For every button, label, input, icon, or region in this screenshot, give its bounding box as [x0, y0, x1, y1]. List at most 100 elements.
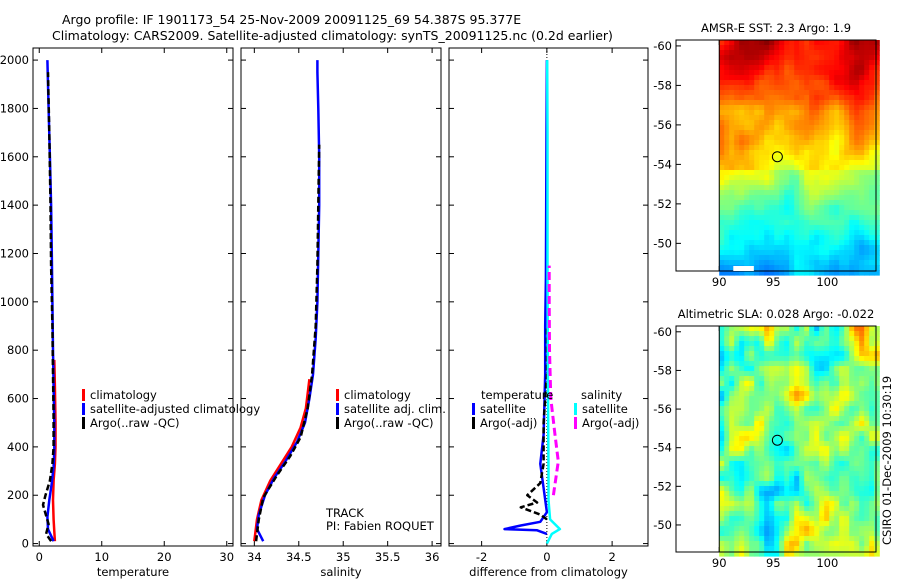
heatmap-cell — [799, 486, 805, 492]
heatmap-cell — [754, 466, 760, 472]
heatmap-cell — [764, 135, 770, 141]
y-tick-label: 2000 — [0, 53, 29, 67]
heatmap-cell — [734, 95, 740, 101]
heatmap-cell — [814, 391, 820, 397]
heatmap-cell — [764, 195, 770, 201]
heatmap-cell — [834, 501, 840, 507]
heatmap-cell — [744, 331, 750, 337]
heatmap-cell — [754, 115, 760, 121]
heatmap-cell — [819, 446, 825, 452]
heatmap-cell — [729, 45, 735, 51]
heatmap-cell — [874, 361, 880, 367]
heatmap-cell — [744, 536, 750, 542]
heatmap-cell — [809, 55, 815, 61]
heatmap-cell — [729, 391, 735, 397]
heatmap-cell — [869, 80, 875, 86]
heatmap-cell — [809, 110, 815, 116]
heatmap-cell — [754, 486, 760, 492]
heatmap-cell — [784, 486, 790, 492]
heatmap-cell — [839, 546, 845, 552]
heatmap-cell — [819, 456, 825, 462]
heatmap-cell — [759, 491, 765, 497]
heatmap-cell — [764, 220, 770, 226]
heatmap-cell — [859, 531, 865, 537]
heatmap-cell — [814, 125, 820, 131]
heatmap-cell — [759, 546, 765, 552]
heatmap-cell — [779, 396, 785, 402]
heatmap-cell — [874, 130, 880, 136]
heatmap-cell — [729, 155, 735, 161]
heatmap-cell — [829, 255, 835, 261]
heatmap-cell — [849, 381, 855, 387]
heatmap-cell — [839, 416, 845, 422]
heatmap-cell — [754, 361, 760, 367]
heatmap-cell — [749, 431, 755, 437]
heatmap-cell — [729, 541, 735, 547]
heatmap-cell — [774, 110, 780, 116]
heatmap-cell — [774, 135, 780, 141]
heatmap-cell — [864, 371, 870, 377]
heatmap-cell — [799, 496, 805, 502]
heatmap-cell — [844, 356, 850, 362]
heatmap-cell — [814, 95, 820, 101]
heatmap-cell — [834, 421, 840, 427]
heatmap-cell — [749, 70, 755, 76]
heatmap-cell — [769, 210, 775, 216]
heatmap-cell — [719, 371, 725, 377]
heatmap-cell — [819, 486, 825, 492]
y-tick-label: -52 — [653, 197, 672, 211]
heatmap-cell — [744, 180, 750, 186]
heatmap-cell — [829, 371, 835, 377]
heatmap-cell — [744, 491, 750, 497]
heatmap-cell — [854, 406, 860, 412]
heatmap-cell — [744, 471, 750, 477]
heatmap-cell — [839, 150, 845, 156]
heatmap-cell — [859, 471, 865, 477]
heatmap-cell — [784, 100, 790, 106]
heatmap-cell — [834, 215, 840, 221]
heatmap-cell — [819, 95, 825, 101]
heatmap-cell — [874, 396, 880, 402]
heatmap-cell — [794, 195, 800, 201]
heatmap-cell — [729, 50, 735, 56]
heatmap-cell — [739, 421, 745, 427]
heatmap-cell — [719, 416, 725, 422]
heatmap-cell — [754, 436, 760, 442]
heatmap-cell — [719, 526, 725, 532]
heatmap-cell — [829, 551, 835, 557]
heatmap-cell — [874, 446, 880, 452]
heatmap-cell — [844, 331, 850, 337]
heatmap-cell — [749, 426, 755, 432]
heatmap-cell — [849, 155, 855, 161]
heatmap-cell — [819, 426, 825, 432]
heatmap-cell — [854, 120, 860, 126]
heatmap-cell — [814, 326, 820, 332]
heatmap-cell — [749, 341, 755, 347]
heatmap-cell — [854, 426, 860, 432]
heatmap-cell — [784, 160, 790, 166]
y-tick-label: -54 — [653, 441, 672, 455]
heatmap-cell — [819, 225, 825, 231]
heatmap-cell — [854, 95, 860, 101]
heatmap-cell — [724, 426, 730, 432]
heatmap-cell — [824, 481, 830, 487]
heatmap-cell — [769, 135, 775, 141]
heatmap-cell — [754, 125, 760, 131]
heatmap-cell — [764, 396, 770, 402]
heatmap-cell — [719, 140, 725, 146]
heatmap-cell — [849, 145, 855, 151]
heatmap-cell — [814, 446, 820, 452]
heatmap-cell — [829, 200, 835, 206]
heatmap-cell — [794, 511, 800, 517]
heatmap-cell — [744, 496, 750, 502]
x-tick-label: 34 — [247, 550, 262, 564]
heatmap-cell — [824, 195, 830, 201]
heatmap-cell — [874, 215, 880, 221]
heatmap-cell — [739, 456, 745, 462]
heatmap-cell — [724, 120, 730, 126]
heatmap-cell — [849, 376, 855, 382]
heatmap-cell — [744, 371, 750, 377]
heatmap-cell — [744, 521, 750, 527]
heatmap-cell — [844, 190, 850, 196]
